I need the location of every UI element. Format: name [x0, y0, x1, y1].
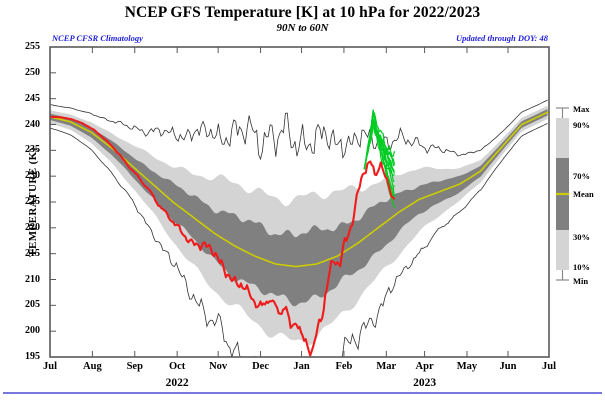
y-tick-label: 215 [25, 247, 40, 259]
x-year-label: 2022 [165, 377, 189, 389]
y-tick-label: 230 [25, 170, 40, 182]
x-year-label: 2023 [413, 377, 437, 389]
x-tick-label: Dec [252, 361, 269, 372]
x-tick-label: Mar [376, 361, 397, 372]
y-tick-label: 195 [25, 351, 40, 362]
y-tick-label: 205 [25, 299, 40, 311]
update-status-label: Updated through DOY: 48 [455, 33, 548, 43]
forecast-member-line [363, 124, 396, 168]
x-tick-label: Jan [293, 361, 310, 372]
y-tick-label: 210 [25, 273, 40, 285]
climatology-source-label: NCEP CFSR Climatology [52, 33, 143, 43]
x-tick-label: Jun [499, 361, 517, 372]
legend-item-label: 10% [573, 262, 590, 272]
y-tick-label: 235 [25, 144, 40, 156]
series-layer [50, 99, 549, 357]
climatological-mean-line [50, 110, 549, 268]
y-tick-label: 250 [25, 66, 40, 78]
legend-item-label: 70% [573, 171, 590, 181]
x-tick-label: Apr [415, 361, 434, 372]
y-tick-label: 220 [25, 221, 40, 233]
x-tick-label: Sep [126, 361, 143, 372]
chart-title: NCEP GFS Temperature [K] at 10 hPa for 2… [124, 4, 481, 21]
legend-item-label: Mean [573, 189, 594, 199]
footer-rule [3, 392, 602, 394]
envelope-max-line [50, 99, 548, 161]
band-10-90-percentile [50, 105, 548, 345]
x-tick-label: Oct [168, 361, 186, 372]
legend-item-label: Max [573, 104, 590, 114]
chart-subtitle: 90N to 60N [276, 22, 329, 34]
x-tick-label: Nov [209, 361, 228, 372]
y-tick-label: 255 [25, 41, 40, 52]
x-tick-label: Jul [42, 361, 57, 372]
legend-item-label: Min [573, 276, 589, 286]
legend-item-label: 90% [573, 120, 590, 130]
forecast-ensemble-lines [363, 109, 396, 209]
y-tick-label: 200 [25, 325, 40, 337]
plot-frame [49, 46, 550, 358]
legend-item-label: 30% [573, 232, 590, 242]
observed-temperature-line [50, 115, 396, 357]
legend-bar [556, 107, 569, 281]
forecast-member-line [363, 111, 396, 170]
y-tick-label: 240 [25, 118, 40, 130]
x-tick-label: Jul [541, 361, 556, 372]
y-tick-label: 225 [25, 196, 40, 207]
x-tick-label: Feb [335, 361, 353, 372]
x-tick-label: May [456, 361, 478, 372]
x-tick-label: Aug [83, 361, 102, 372]
envelope-min-line [50, 123, 548, 357]
y-tick-label: 245 [25, 92, 40, 104]
